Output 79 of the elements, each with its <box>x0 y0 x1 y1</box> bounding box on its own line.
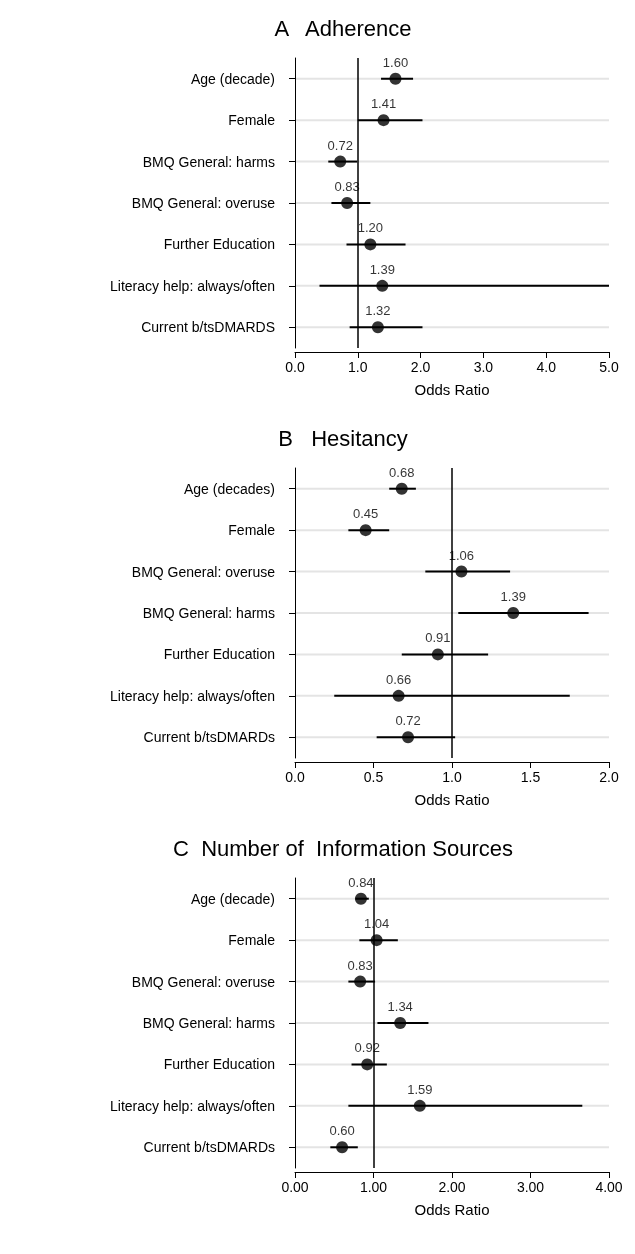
point <box>394 1017 407 1029</box>
x-tick-label: 2.0 <box>410 359 431 375</box>
data-label: 0.60 <box>329 1123 355 1139</box>
point <box>413 1099 426 1112</box>
y-tick-label: Age (decades) <box>183 480 275 497</box>
point <box>341 197 354 209</box>
x-tick-label: 1.00 <box>359 1179 388 1195</box>
y-tick-label: Literacy help: always/often <box>110 1097 275 1114</box>
data-label: 1.59 <box>407 1081 433 1097</box>
point <box>455 565 468 578</box>
point <box>377 114 390 127</box>
data-label: 0.66 <box>385 671 412 687</box>
y-tick-label: BMQ General: harms <box>142 605 275 621</box>
x-tick-label: 2.0 <box>599 769 619 785</box>
chart-title: C Number of Information Sources <box>173 835 513 861</box>
x-tick-label: 1.0 <box>442 769 462 785</box>
point <box>354 892 367 905</box>
y-tick-label: Current b/tsDMARDs <box>143 1139 275 1156</box>
point <box>354 975 367 988</box>
point <box>376 279 389 292</box>
y-tick-label: BMQ General: overuse <box>131 563 276 580</box>
point <box>389 72 402 85</box>
chart-title: B Hesitancy <box>278 425 408 451</box>
y-tick-label: Female <box>228 522 276 539</box>
x-tick-label: 4.0 <box>536 359 557 375</box>
point <box>431 648 444 661</box>
data-label: 0.72 <box>395 713 421 729</box>
x-tick-label: 0.0 <box>285 769 305 785</box>
point <box>359 524 372 537</box>
y-tick-label: Literacy help: always/often <box>110 277 275 294</box>
x-tick-label: 1.0 <box>348 359 368 375</box>
x-tick-label: 2.00 <box>438 1179 466 1195</box>
x-tick-label: 0.00 <box>281 1179 309 1195</box>
data-label: 1.60 <box>382 54 409 70</box>
point <box>336 1141 349 1154</box>
point <box>361 1058 374 1071</box>
x-axis-title: Odds Ratio <box>414 1201 490 1218</box>
data-label: 0.45 <box>352 506 379 522</box>
data-label: 0.83 <box>347 957 373 973</box>
y-tick-label: Female <box>228 932 276 949</box>
x-tick-label: 3.00 <box>516 1179 545 1195</box>
y-tick-label: Further Education <box>163 646 275 663</box>
y-tick-label: BMQ General: harms <box>142 153 275 170</box>
y-tick-label: Age (decade) <box>190 890 275 907</box>
point <box>507 607 520 619</box>
data-label: 1.32 <box>365 303 391 319</box>
point <box>371 321 384 334</box>
data-label: 0.72 <box>327 137 353 153</box>
y-tick-label: Female <box>228 112 276 129</box>
x-axis-title: Odds Ratio <box>414 381 490 398</box>
x-tick-label: 1.5 <box>520 769 541 785</box>
data-label: 0.91 <box>425 630 451 646</box>
point <box>364 238 377 251</box>
data-label: 1.34 <box>387 999 413 1014</box>
point <box>334 155 347 168</box>
y-tick-label: BMQ General: harms <box>142 1015 275 1031</box>
data-label: 1.41 <box>370 96 397 112</box>
y-tick-label: BMQ General: overuse <box>131 195 276 211</box>
point <box>395 482 408 495</box>
y-tick-label: Further Education <box>163 1056 275 1073</box>
y-tick-label: Current b/tsDMARDS <box>141 319 275 336</box>
data-label: 0.68 <box>389 464 415 480</box>
y-tick-label: Further Education <box>163 236 275 253</box>
x-tick-label: 4.00 <box>595 1179 623 1195</box>
chart-title: A Adherence <box>274 15 412 41</box>
x-tick-label: 3.0 <box>473 359 494 375</box>
y-tick-label: Age (decade) <box>190 70 275 87</box>
point <box>392 689 405 702</box>
x-axis-title: Odds Ratio <box>414 791 490 808</box>
data-label: 0.84 <box>348 874 374 890</box>
data-label: 1.39 <box>500 589 526 604</box>
data-label: 1.39 <box>369 261 395 277</box>
x-tick-label: 0.5 <box>363 769 384 785</box>
y-tick-label: BMQ General: overuse <box>131 973 276 990</box>
point <box>402 731 415 744</box>
x-tick-label: 0.0 <box>285 359 305 375</box>
y-tick-label: Literacy help: always/often <box>110 687 275 704</box>
y-tick-label: Current b/tsDMARDs <box>143 729 275 746</box>
x-tick-label: 5.0 <box>599 359 619 375</box>
